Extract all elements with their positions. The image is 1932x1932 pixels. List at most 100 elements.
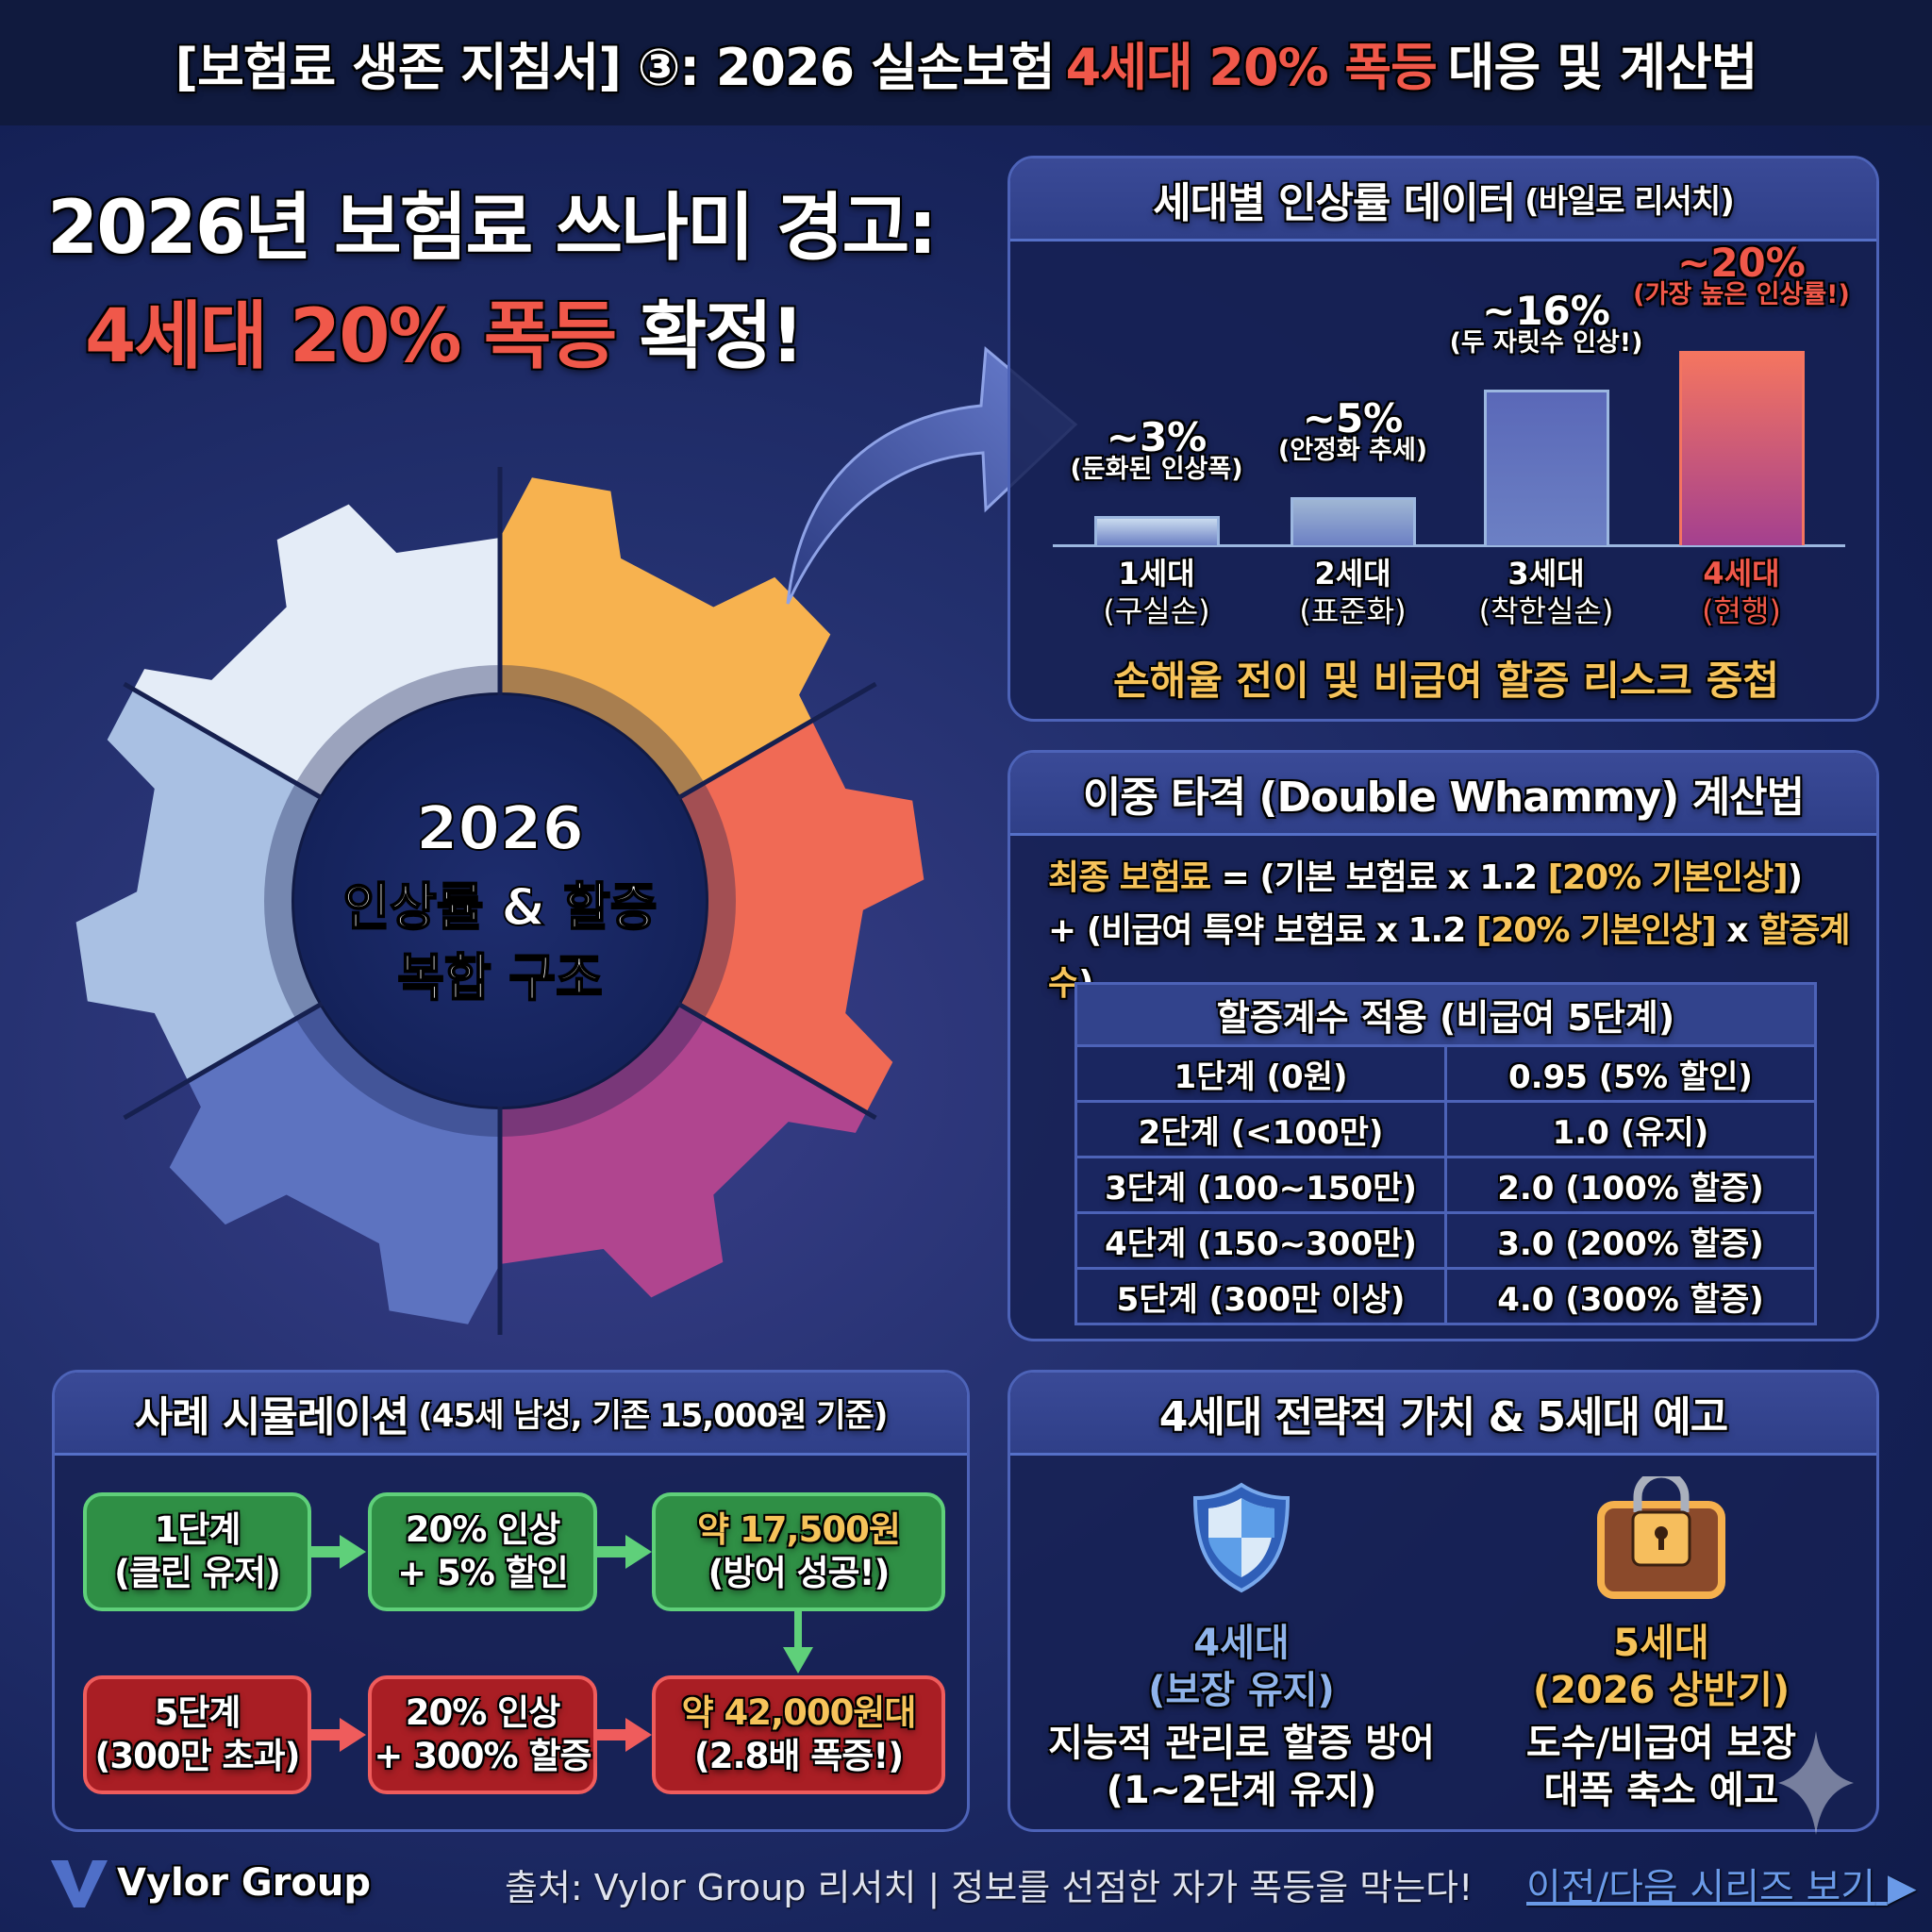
bar-chart: ~3% (둔화된 인상폭) 1세대 (구실손) ~5% (안정화 추세) 2세대 (표준화) ~… — [1010, 158, 1876, 719]
chart-footnote: 손해율 전이 및 비급여 할증 리스크 중첩 — [1113, 658, 1779, 704]
flow-box-text: 약 17,500원 — [697, 1509, 901, 1550]
flow-box-text: + 300% 할증 — [374, 1736, 591, 1776]
category-sub: (구실손) — [1103, 593, 1210, 629]
arrow-right-icon — [311, 1535, 366, 1569]
simulation-panel-header: 사례 시뮬레이션 (45세 남성, 기존 15,000원 기준) — [55, 1373, 967, 1456]
flow-box-text: 20% 인상 — [405, 1509, 561, 1550]
flow-box-bad-1: 5단계 (300만 초과) — [83, 1675, 311, 1794]
panel-title-note: (바일로 리서치) — [1524, 183, 1735, 221]
gear-center-fill — [294, 695, 706, 1107]
headline: 2026년 보험료 쓰나미 경고: 4세대 20% 폭등 확정! — [47, 175, 972, 391]
category-label: 3세대 (착한실손) — [1433, 555, 1659, 630]
flow-box-text: 1단계 — [154, 1509, 242, 1550]
formula-text: ) — [1787, 858, 1803, 897]
flow-box-text: 20% 인상 — [405, 1692, 561, 1733]
gen5-desc: 도수/비급여 보장 — [1525, 1722, 1797, 1765]
play-arrow-icon[interactable]: ▶ — [1887, 1866, 1917, 1909]
simulation-flow: 1단계 (클린 유저) 20% 인상 + 5% 할인 약 17,500원 (방어 성공!)… — [55, 1373, 967, 1829]
series-link[interactable]: 이전/다음 시리즈 보기 ▶ — [1526, 1857, 1917, 1911]
flow-box-good-2: 20% 인상 + 5% 할인 — [368, 1492, 597, 1611]
bar-label: ~3% (둔화된 인상폭) — [1043, 414, 1270, 486]
bar-value-label: ~16% — [1482, 288, 1610, 335]
arrow-right-icon — [311, 1718, 366, 1752]
chart-baseline — [1053, 544, 1845, 547]
category-sub: (착한실손) — [1478, 593, 1614, 629]
logo-text: Vylor Group — [117, 1861, 372, 1905]
flow-box-text: (방어 성공!) — [708, 1553, 891, 1593]
bar-value-label: ~20% — [1677, 240, 1806, 286]
surcharge-table: 할증계수 적용 (비급여 5단계) 1단계 (0원) 0.95 (5% 할인) 2단… — [1074, 982, 1817, 1325]
gen5-sublabel: (2026 상반기) — [1532, 1669, 1790, 1712]
shield-icon — [1192, 1482, 1291, 1593]
title-text-end: 대응 및 계산법 — [1447, 38, 1758, 97]
formula-term: 최종 보험료 — [1048, 858, 1211, 897]
gen4-sublabel: (보장 유지) — [1148, 1669, 1335, 1712]
logo: Vylor Group — [49, 1857, 371, 1909]
formula-text: = (기본 보험료 x 1.2 — [1210, 858, 1548, 897]
gear-sector — [75, 618, 500, 1184]
flow-box-text: (300만 초과) — [94, 1736, 300, 1776]
formula-text: x — [1715, 911, 1759, 950]
tier-cell: 4단계 (150~300만) — [1074, 1211, 1447, 1270]
formula-panel-title: 이중 타격 (Double Whammy) 계산법 — [1010, 753, 1876, 836]
bar-label: ~5% (안정화 추세) — [1240, 398, 1466, 467]
tier-cell: 2단계 (<100만) — [1074, 1100, 1447, 1158]
vylor-logo-icon — [51, 1860, 108, 1907]
bar-label: ~20% (가장 높은 인상률!) — [1609, 240, 1874, 311]
category-name: 2세대 — [1314, 556, 1391, 591]
table-row: 5단계 (300만 이상) 4.0 (300% 할증) — [1074, 1267, 1817, 1325]
bar-note: (안정화 추세) — [1277, 435, 1428, 465]
formula-term: 할증계수 — [1048, 911, 1851, 1003]
table-row: 1단계 (0원) 0.95 (5% 할인) — [1074, 1044, 1817, 1103]
gear-diagram: 2026 인상률 & 할증 복합 구조 — [75, 467, 924, 1335]
formula-term: [20% 기본인상] — [1547, 858, 1789, 897]
bar-note: (가장 높은 인상률!) — [1633, 280, 1850, 309]
flow-box-bad-3: 약 42,000원대 (2.8배 폭증!) — [652, 1675, 945, 1794]
formula: 최종 보험료 = (기본 보험료 x 1.2 [20% 기본인상]) + (비급… — [1048, 852, 1876, 1010]
headline-line2: 확정! — [615, 294, 804, 379]
arrow-right-icon — [597, 1535, 652, 1569]
bar-label: ~16% (두 자릿수 인상!) — [1433, 288, 1659, 359]
bar-2 — [1291, 496, 1416, 545]
tier-cell: 5단계 (300만 이상) — [1074, 1267, 1447, 1325]
table-row: 3단계 (100~150만) 2.0 (100% 할증) — [1074, 1156, 1817, 1214]
table-header: 할증계수 적용 (비급여 5단계) — [1074, 982, 1817, 1047]
bar-note: (두 자릿수 인상!) — [1449, 328, 1643, 358]
category-name: 3세대 — [1507, 556, 1585, 591]
sparkle-icon — [1778, 1731, 1854, 1835]
bar-3 — [1484, 390, 1609, 545]
formula-panel: 이중 타격 (Double Whammy) 계산법 최종 보험료 = (기본 보… — [1008, 750, 1879, 1341]
chart-panel-header: 세대별 인상률 데이터 (바일로 리서치) — [1010, 158, 1876, 242]
category-label: 1세대 (구실손) — [1043, 555, 1270, 630]
gear-label-year: 2026 — [416, 794, 584, 864]
coefficient-cell: 2.0 (100% 할증) — [1444, 1156, 1817, 1214]
bar-value-label: ~3% — [1106, 414, 1208, 461]
flow-box-text: 약 42,000원대 — [681, 1692, 917, 1733]
gen4-label: 4세대 — [1193, 1622, 1290, 1665]
flow-box-text: (2.8배 폭증!) — [693, 1736, 904, 1776]
tier-cell: 1단계 (0원) — [1074, 1044, 1447, 1103]
panel-title: 사례 시뮬레이션 — [134, 1392, 410, 1441]
gear-label-3: 복합 구조 — [397, 948, 603, 1008]
headline-highlight: 4세대 20% 폭등 — [85, 294, 617, 379]
flow-box-text: (클린 유저) — [114, 1553, 281, 1593]
flow-box-good-3: 약 17,500원 (방어 성공!) — [652, 1492, 945, 1611]
gen5-desc2: 대폭 축소 예고 — [1543, 1769, 1779, 1812]
simulation-panel: 사례 시뮬레이션 (45세 남성, 기존 15,000원 기준) 1단계 (클린 유… — [52, 1370, 970, 1832]
tier-cell: 3단계 (100~150만) — [1074, 1156, 1447, 1214]
gen4-desc2: (1~2단계 유지) — [1106, 1769, 1377, 1812]
coefficient-cell: 4.0 (300% 할증) — [1444, 1267, 1817, 1325]
series-link-text[interactable]: 이전/다음 시리즈 보기 — [1526, 1866, 1876, 1909]
title-highlight: 4세대 20% 폭등 — [1065, 38, 1438, 97]
formula-term: [20% 기본인상] — [1475, 911, 1717, 950]
bar-4 — [1679, 351, 1805, 545]
category-sub: (표준화) — [1299, 593, 1407, 629]
flow-box-text: 5단계 — [154, 1692, 242, 1733]
footer-source: 출처: Vylor Group 리서치 | 정보를 선점한 자가 폭등을 막는다… — [505, 1867, 1474, 1908]
arrow-down-icon — [783, 1611, 813, 1674]
chart-panel: 세대별 인상률 데이터 (바일로 리서치) ~3% (둔화된 인상폭) 1세대 (구실손… — [1008, 156, 1879, 722]
page-title: [보험료 생존 지침서] ③: 2026 실손보험 4세대 20% 폭등 대응 … — [0, 0, 1932, 125]
panel-title-note: (45세 남성, 기존 15,000원 기준) — [418, 1397, 888, 1435]
category-name: 1세대 — [1118, 556, 1195, 591]
coefficient-cell: 3.0 (200% 할증) — [1444, 1211, 1817, 1270]
